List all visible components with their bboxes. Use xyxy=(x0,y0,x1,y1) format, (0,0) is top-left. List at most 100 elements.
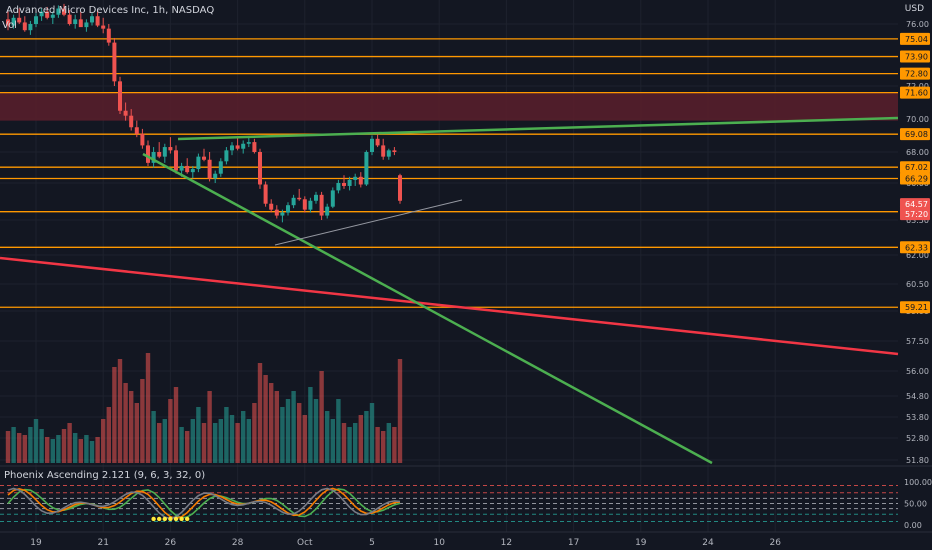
price-tick-label: 62.00 xyxy=(906,251,929,260)
time-tick-label: 21 xyxy=(97,538,108,548)
candle-body xyxy=(11,17,16,26)
volume-bar xyxy=(67,423,72,463)
price-tick-label: 60.50 xyxy=(906,280,929,289)
candle-body xyxy=(336,183,341,191)
volume-bar xyxy=(246,419,251,463)
time-tick-label: 24 xyxy=(702,538,714,548)
resistance-zone xyxy=(0,92,898,121)
candle-body xyxy=(297,197,302,200)
countdown-label: 57:20 xyxy=(905,210,928,219)
volume-bar xyxy=(157,423,162,463)
volume-bar xyxy=(252,403,257,463)
osc-fast-line xyxy=(7,488,401,519)
volume-bar xyxy=(11,427,16,463)
candle-body xyxy=(157,152,162,157)
osc-slow-line xyxy=(7,487,401,520)
osc-dot xyxy=(179,516,184,522)
volume-bar xyxy=(386,423,391,463)
volume-bar xyxy=(173,387,179,463)
price-axis[interactable]: 76.0072.0070.0068.0066.0063.5062.0060.50… xyxy=(900,20,932,530)
candle-body xyxy=(84,22,89,28)
candle-body xyxy=(129,115,134,128)
time-tick-label: 28 xyxy=(232,538,244,548)
oscillator-pane xyxy=(0,465,932,523)
volume-bar xyxy=(190,419,195,463)
volume-bar xyxy=(33,419,39,463)
price-tick-label: 76.00 xyxy=(906,20,929,29)
volume-bar xyxy=(117,359,123,463)
volume-bar xyxy=(319,371,324,463)
volume-bar xyxy=(151,411,156,463)
level-badge xyxy=(900,50,930,63)
candle-body xyxy=(308,200,313,210)
level-badge xyxy=(900,32,930,45)
zone-rect xyxy=(0,92,898,121)
candle-body xyxy=(207,159,212,179)
candle-body xyxy=(375,138,380,146)
candle-body xyxy=(50,14,55,18)
volume-bar xyxy=(291,391,296,463)
volume-bar xyxy=(375,427,380,463)
volume-bar xyxy=(112,367,117,463)
candle-body xyxy=(112,42,117,82)
level-label: 62.33 xyxy=(905,243,928,252)
volume-bar xyxy=(73,433,78,463)
level-label: 66.29 xyxy=(905,175,928,184)
candle-body xyxy=(185,165,190,173)
candle-body xyxy=(353,176,358,180)
volume-bar xyxy=(106,407,111,463)
candle-body xyxy=(17,17,22,23)
volume-bar xyxy=(274,391,279,463)
candle-body xyxy=(106,28,111,43)
volume-bar xyxy=(101,419,106,463)
level-badge xyxy=(900,128,930,141)
time-tick-label: 5 xyxy=(369,538,375,548)
volume-bar xyxy=(45,437,50,463)
volume-bar xyxy=(224,407,229,463)
volume-bar xyxy=(56,435,61,463)
price-tick-label: 56.00 xyxy=(906,367,929,376)
level-label: 69.08 xyxy=(905,130,928,139)
candle-body xyxy=(140,133,145,146)
level-badge xyxy=(900,241,930,254)
level-label: 72.80 xyxy=(905,70,928,79)
volume-bar xyxy=(369,403,375,463)
volume-bar xyxy=(22,435,27,463)
level-badge xyxy=(900,161,930,174)
candle-body xyxy=(78,19,83,28)
level-badge xyxy=(900,67,930,80)
candle-body xyxy=(280,212,285,216)
volume-bar xyxy=(89,441,95,463)
level-label: 67.02 xyxy=(905,163,928,172)
candle-body xyxy=(190,169,195,173)
candle-body xyxy=(319,194,324,216)
volume-bar xyxy=(196,407,201,463)
candle-body xyxy=(358,176,363,185)
candle-body xyxy=(39,11,44,17)
trendlines[interactable] xyxy=(0,116,899,465)
current-price-badge xyxy=(900,198,930,221)
candle-body xyxy=(370,138,374,152)
volume-bars xyxy=(5,353,403,463)
time-tick-label: 26 xyxy=(165,538,177,548)
volume-bar xyxy=(168,399,173,463)
time-tick-label: Oct xyxy=(297,538,313,548)
candle-body xyxy=(179,165,184,171)
time-axis[interactable]: 19 21 26 28 Oct 5 10 12 17 19 24 26 xyxy=(0,531,932,548)
candle-body xyxy=(291,197,296,206)
candle-body xyxy=(202,156,206,160)
time-tick-label: 19 xyxy=(635,538,647,548)
volume-bar xyxy=(280,407,285,463)
candle-body xyxy=(101,25,106,29)
chart-title: Advanced Micro Devices Inc, 1h, NASDAQ xyxy=(6,5,215,16)
volume-bar xyxy=(241,411,246,463)
volume-bar xyxy=(218,419,223,463)
price-tick-label: 51.80 xyxy=(906,456,929,465)
osc-dot xyxy=(168,516,173,522)
candle-body xyxy=(263,184,268,204)
current-price-label: 64.57 xyxy=(905,200,928,209)
volume-bar xyxy=(145,353,151,463)
candle-body xyxy=(213,173,218,179)
osc-dot xyxy=(162,516,167,522)
